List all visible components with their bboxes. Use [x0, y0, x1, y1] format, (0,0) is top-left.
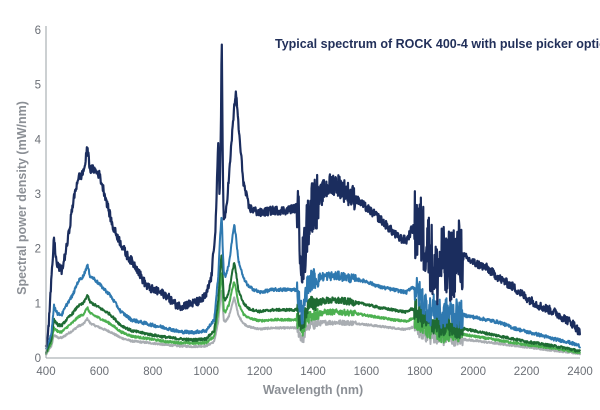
x-tick-label: 800: [143, 366, 162, 378]
series-line: [45, 254, 581, 354]
y-tick-label: 5: [35, 80, 41, 92]
x-tick-label: 2200: [514, 366, 540, 378]
x-tick-label: 2000: [460, 366, 486, 378]
y-tick-label: 4: [35, 134, 42, 146]
y-tick-label: 6: [35, 25, 41, 37]
y-tick-label: 3: [35, 189, 41, 201]
x-tick-label: 1600: [354, 366, 380, 378]
y-tick-label: 0: [35, 353, 41, 365]
y-axis-label: Spectral power density (mW/nm): [15, 101, 29, 295]
series-line: [45, 272, 581, 355]
x-tick-label: 400: [36, 366, 55, 378]
x-tick-label: 1200: [247, 366, 273, 378]
series-line: [45, 289, 581, 356]
chart-title: Typical spectrum of ROCK 400-4 with puls…: [275, 37, 600, 51]
y-axis-ticks: 0 1 2 3 4 5 6: [35, 25, 42, 365]
series-line: [45, 216, 581, 350]
x-tick-label: 2400: [567, 366, 593, 378]
x-axis-ticks: 400 600 800 1000 1200 1400 1600 1800 2000 2200 240…: [36, 366, 592, 378]
x-tick-label: 1000: [193, 366, 219, 378]
series-layer: [44, 43, 581, 356]
series-line: [44, 43, 581, 348]
x-tick-label: 1800: [407, 366, 433, 378]
y-tick-label: 2: [35, 244, 41, 256]
x-tick-label: 600: [90, 366, 109, 378]
x-axis-label: Wavelength (nm): [263, 383, 363, 397]
y-tick-label: 1: [35, 298, 41, 310]
x-tick-label: 1400: [300, 366, 326, 378]
